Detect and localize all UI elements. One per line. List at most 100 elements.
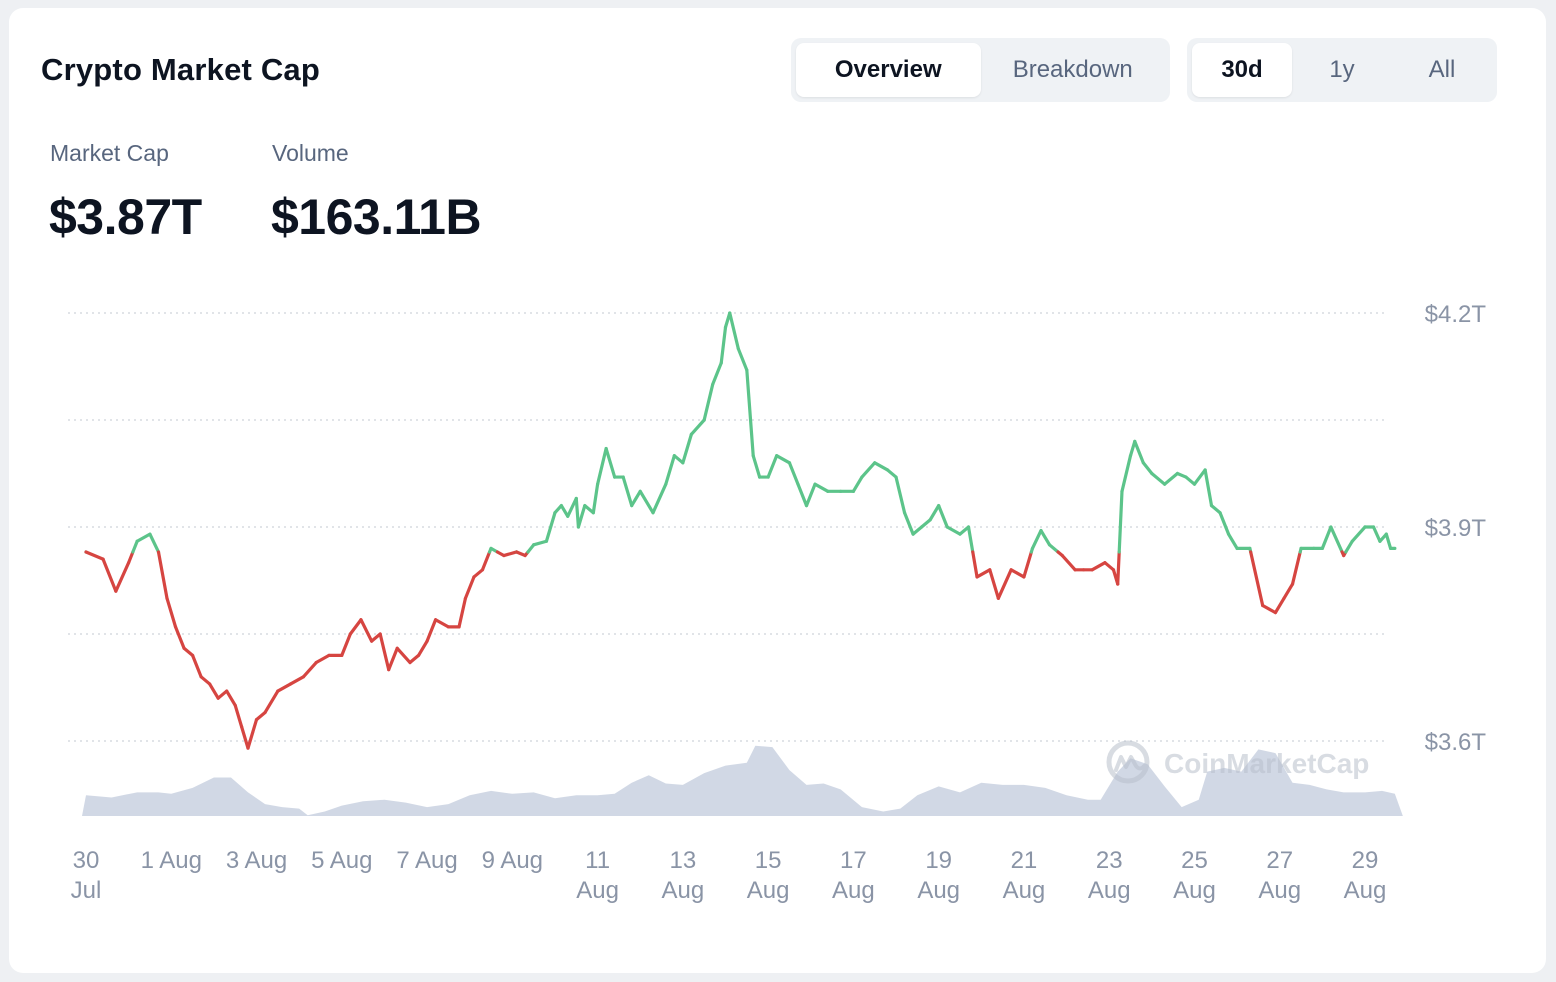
y-tick-label: $4.2T xyxy=(1425,301,1487,328)
x-tick-label: 1 Aug xyxy=(141,847,202,874)
tab-breakdown[interactable]: Breakdown xyxy=(1012,56,1133,83)
line-segment-down xyxy=(263,689,280,715)
line-segment-down xyxy=(1261,603,1278,615)
x-tick-label: 13 Aug xyxy=(662,847,705,904)
line-segment-down xyxy=(114,561,131,593)
line-segment-up xyxy=(544,511,557,543)
line-segment-down xyxy=(387,646,399,672)
line-segment-down xyxy=(370,632,382,643)
line-segment-down xyxy=(182,646,195,658)
line-segment-up xyxy=(719,325,728,365)
x-tick-label: 19 Aug xyxy=(917,847,960,904)
line-segment-down xyxy=(463,575,476,600)
tab-overview[interactable]: Overview xyxy=(796,43,981,97)
line-segment-down xyxy=(1273,596,1286,615)
market-cap-value: $3.87T xyxy=(49,189,202,245)
line-segment-up xyxy=(860,461,877,479)
line-segment-down xyxy=(408,653,421,665)
x-tick-label: 25 Aug xyxy=(1173,847,1216,904)
line-segment-up xyxy=(621,475,634,508)
line-segment-up xyxy=(532,539,549,547)
line-segment-up xyxy=(559,504,570,518)
volume-area-shape xyxy=(82,745,1403,816)
line-segment-up xyxy=(681,432,693,465)
x-tick-label: 9 Aug xyxy=(482,847,543,874)
y-tick-label: $3.6T xyxy=(1425,729,1487,756)
coinmarketcap-logo-icon xyxy=(1106,740,1150,784)
line-segment-up xyxy=(736,347,749,372)
y-axis-labels: $3.6T $3.9T $4.2T xyxy=(1425,301,1487,756)
line-segment-up xyxy=(1030,528,1043,551)
line-segment-up xyxy=(591,482,600,515)
line-segment-down xyxy=(416,639,429,658)
line-segment-down xyxy=(246,717,259,750)
line-segment-down xyxy=(1060,553,1077,572)
watermark: CoinMarketCap xyxy=(1106,740,1369,784)
line-segment-up xyxy=(1133,439,1145,465)
line-segment-down xyxy=(216,689,229,700)
line-segment-up xyxy=(958,525,971,536)
market-cap-line xyxy=(84,311,1397,750)
line-segment-up xyxy=(1329,525,1344,554)
range-1y-button[interactable]: 1y xyxy=(1329,56,1355,83)
range-all-button[interactable]: All xyxy=(1428,56,1456,83)
line-segment-up xyxy=(1218,511,1231,536)
line-segment-down xyxy=(165,596,178,629)
line-segment-down xyxy=(240,725,250,750)
line-segment-up xyxy=(1344,539,1354,554)
x-tick-label: 23 Aug xyxy=(1088,847,1131,904)
line-segment-down xyxy=(1249,550,1265,608)
x-tick-label: 15 Aug xyxy=(747,847,790,904)
line-segment-up xyxy=(920,518,932,529)
range-30d-button[interactable]: 30d xyxy=(1192,43,1292,97)
line-segment-down xyxy=(173,625,186,650)
y-tick-label: $3.9T xyxy=(1425,515,1487,542)
line-segment-up xyxy=(630,489,642,508)
line-segment-up xyxy=(1163,471,1180,486)
line-segment-down xyxy=(1090,561,1107,572)
line-segment-up xyxy=(928,504,941,522)
line-segment-up xyxy=(566,496,578,518)
line-segment-up xyxy=(813,482,830,493)
line-segment-up xyxy=(902,511,915,536)
line-segment-up xyxy=(911,525,924,536)
line-segment-down xyxy=(254,710,267,722)
line-segment-down xyxy=(433,618,450,629)
line-segment-down xyxy=(1022,550,1033,579)
grid-lines xyxy=(68,312,1385,742)
x-tick-label: 7 Aug xyxy=(396,847,457,874)
line-segment-down xyxy=(84,550,105,561)
line-segment-down xyxy=(348,618,363,636)
line-segment-up xyxy=(638,489,655,515)
line-segment-up xyxy=(1192,468,1207,486)
line-segment-down xyxy=(1290,550,1302,586)
x-tick-label: 27 Aug xyxy=(1258,847,1301,904)
line-segment-up xyxy=(689,418,706,436)
line-segment-down xyxy=(457,596,468,629)
line-segment-up xyxy=(1117,489,1124,554)
line-segment-down xyxy=(208,682,220,700)
range-toggle: 30d 1y All xyxy=(1187,38,1497,102)
line-segment-up xyxy=(937,504,949,529)
line-segment-up xyxy=(1141,461,1154,476)
line-segment-up xyxy=(1226,532,1239,551)
line-segment-up xyxy=(885,468,898,479)
line-segment-up xyxy=(766,454,779,479)
x-axis-labels: 30 Jul 1 Aug 3 Aug 5 Aug 7 Aug 9 Aug 11 Aug 13 Aug… xyxy=(71,847,1387,904)
line-segment-up xyxy=(1384,532,1393,551)
line-segment-up xyxy=(1150,471,1167,486)
line-segment-down xyxy=(1103,561,1116,572)
line-segment-down xyxy=(127,550,135,565)
line-segment-down xyxy=(502,550,519,558)
line-segment-up xyxy=(1371,525,1382,543)
line-segment-down xyxy=(289,675,306,686)
x-tick-label: 17 Aug xyxy=(832,847,875,904)
line-segment-up xyxy=(728,311,740,351)
line-segment-down xyxy=(395,646,412,665)
line-segment-up xyxy=(775,454,792,465)
line-segment-down xyxy=(101,557,118,593)
line-segment-up xyxy=(1320,525,1333,551)
line-segment-up xyxy=(1350,525,1367,543)
page-title: Crypto Market Cap xyxy=(41,52,321,87)
